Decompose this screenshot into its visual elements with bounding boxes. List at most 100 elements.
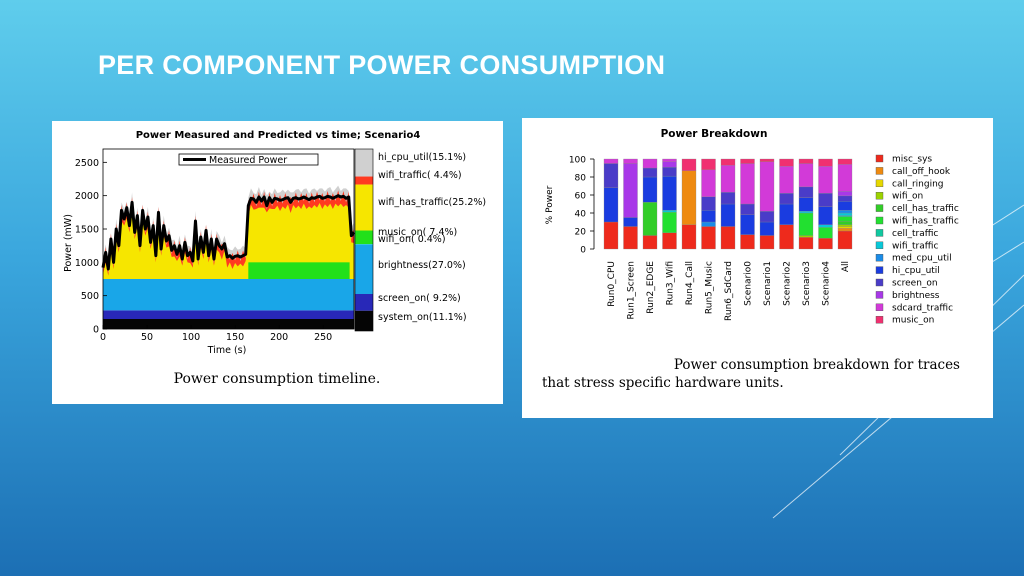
y-axis-label: % Power bbox=[545, 185, 555, 224]
bar-segment-misc-sys bbox=[720, 226, 736, 250]
bar-segment-sdcard-traffic bbox=[779, 166, 794, 194]
bar-segment-sdcard-traffic bbox=[837, 164, 853, 192]
bar-segment-screen-on bbox=[837, 195, 853, 202]
x-tick-label: 100 bbox=[182, 332, 200, 343]
bar-segment-med-cpu-util bbox=[701, 221, 716, 227]
bar-segment-misc-sys bbox=[779, 224, 794, 250]
component-label: screen_on( 9.2%) bbox=[378, 293, 461, 304]
component-screen-on bbox=[355, 293, 373, 311]
plot-frame bbox=[102, 148, 355, 330]
bar-segment-misc-sys bbox=[642, 235, 658, 250]
component-hi-cpu-util bbox=[355, 149, 373, 177]
legend-label: music_on bbox=[892, 316, 934, 326]
bar-segment-misc-sys bbox=[798, 237, 814, 250]
bar-segment-sdcard-traffic bbox=[720, 165, 736, 193]
bar-segment-screen-on bbox=[642, 167, 658, 178]
bar-segment-brightness bbox=[623, 163, 638, 218]
bar-segment-screen-on bbox=[759, 211, 775, 223]
legend-label: Measured Power bbox=[209, 155, 287, 166]
bar-segment-call-ringing bbox=[837, 226, 853, 229]
bar-segment-misc-sys bbox=[759, 235, 775, 250]
legend-label: med_cpu_util bbox=[892, 254, 952, 264]
bar-segment-misc-sys bbox=[603, 221, 619, 250]
x-tick-label: Run5_Music bbox=[705, 261, 715, 314]
bar-segment-music-on bbox=[759, 158, 775, 162]
component-wifi-on bbox=[355, 244, 373, 245]
x-tick-label: Scenario1 bbox=[763, 261, 773, 306]
bar-segment-screen-on bbox=[662, 166, 677, 177]
legend-swatch-call-off-hook bbox=[875, 167, 884, 175]
bar-segment-wifi-traffic bbox=[798, 211, 814, 214]
bar-segment-hi-cpu-util bbox=[837, 201, 853, 211]
component-bar: hi_cpu_util(15.1%) wifi_traffic( 4.4%) wif… bbox=[354, 148, 486, 332]
x-tick-label: Scenario2 bbox=[783, 261, 793, 306]
y-tick-label: 2000 bbox=[75, 191, 99, 202]
legend-label: screen_on bbox=[892, 279, 938, 289]
bar-segment-screen-on bbox=[740, 203, 755, 215]
legend-label: wifi_traffic bbox=[892, 241, 938, 251]
bar-segment-brightness bbox=[662, 161, 677, 168]
breakdown-chart: Power Breakdown % Power 0 20 40 60 80 100 Run0… bbox=[542, 128, 960, 391]
bar-segment-screen-on bbox=[818, 193, 833, 207]
bar-segment-music-on bbox=[681, 158, 697, 171]
bar-segment-wifi-traffic bbox=[837, 212, 853, 216]
bar-segment-sdcard-traffic bbox=[642, 158, 658, 169]
x-tick-label: Run4_Call bbox=[685, 261, 695, 305]
x-tick-label: Run0_CPU bbox=[607, 261, 617, 307]
legend-label: call_ringing bbox=[892, 179, 944, 189]
bar-segment-music-on bbox=[798, 158, 814, 164]
legend-swatch-sdcard-traffic bbox=[875, 303, 884, 312]
bar-segment-hi-cpu-util bbox=[818, 206, 833, 225]
chart-caption: Power consumption timeline. bbox=[174, 371, 381, 387]
bar-segment-screen-on bbox=[701, 196, 716, 211]
legend-swatch-call-ringing bbox=[875, 179, 884, 187]
bar-segment-cell-has-traffic bbox=[837, 220, 853, 225]
legend-swatch-wifi-has-traffic bbox=[875, 216, 884, 225]
measured-power-line bbox=[101, 194, 356, 271]
bar-segment-misc-sys bbox=[623, 226, 638, 250]
legend-label: wifi_has_traffic bbox=[892, 217, 959, 227]
slide-title: PER COMPONENT POWER CONSUMPTION bbox=[98, 50, 666, 80]
y-tick-label: 1000 bbox=[75, 258, 99, 269]
x-tick-label: Run3_Wifi bbox=[666, 261, 676, 305]
x-tick-label: 50 bbox=[141, 332, 153, 343]
bar-segment-wifi-has-traffic bbox=[818, 227, 833, 239]
bar-segment-misc-sys bbox=[837, 230, 853, 250]
bar-segment-hi-cpu-util bbox=[779, 203, 794, 225]
x-tick-label: 250 bbox=[314, 332, 332, 343]
bar-segment-call-off-hook bbox=[681, 170, 697, 225]
y-tick-label: 60 bbox=[575, 192, 587, 202]
bar-segment-music-on bbox=[720, 158, 736, 166]
component-label: system_on(11.1%) bbox=[378, 312, 467, 323]
plot-area: 0 20 40 60 80 100 Run0_CPU Run1_Screen Run2_EDGE… bbox=[569, 156, 853, 321]
layer-brightness bbox=[103, 279, 354, 311]
bar-segment-hi-cpu-util bbox=[642, 176, 658, 203]
bar-segment-music-on bbox=[818, 158, 833, 167]
bar-segment-sdcard-traffic bbox=[759, 161, 775, 212]
bar-segment-misc-sys bbox=[818, 238, 833, 250]
bar-segment-misc-sys bbox=[701, 226, 716, 250]
component-system-on bbox=[355, 310, 373, 331]
bar-segment-hi-cpu-util bbox=[720, 203, 736, 227]
legend-swatch-misc-sys bbox=[875, 154, 884, 163]
legend-swatch-cell-has-traffic bbox=[875, 204, 884, 212]
bar-segment-sdcard-traffic bbox=[603, 158, 619, 164]
x-tick-label: Run2_EDGE bbox=[646, 261, 656, 314]
bar-segment-hi-cpu-util bbox=[603, 187, 619, 223]
bar-segment-misc-sys bbox=[662, 232, 677, 250]
legend-label: cell_traffic bbox=[892, 229, 938, 239]
x-tick-label: Run6_SdCard bbox=[724, 261, 734, 321]
legend-label: hi_cpu_util bbox=[892, 266, 940, 276]
y-tick-label: 0 bbox=[93, 325, 99, 336]
layer-wifi-has-traffic bbox=[103, 203, 354, 279]
bar-segment-sdcard-traffic bbox=[623, 158, 638, 164]
chart-title: Power Measured and Predicted vs time; Sc… bbox=[136, 130, 421, 141]
y-tick-label: 100 bbox=[569, 156, 586, 166]
bar-segment-music-on bbox=[740, 158, 755, 164]
bar-segment-music-on bbox=[779, 158, 794, 167]
y-tick-label: 40 bbox=[575, 210, 587, 220]
caption-line-1: Power consumption breakdown for traces bbox=[674, 357, 960, 373]
x-tick-label: All bbox=[841, 261, 851, 272]
legend-swatch-brightness bbox=[875, 291, 884, 299]
x-tick-label: Scenario0 bbox=[744, 261, 754, 306]
